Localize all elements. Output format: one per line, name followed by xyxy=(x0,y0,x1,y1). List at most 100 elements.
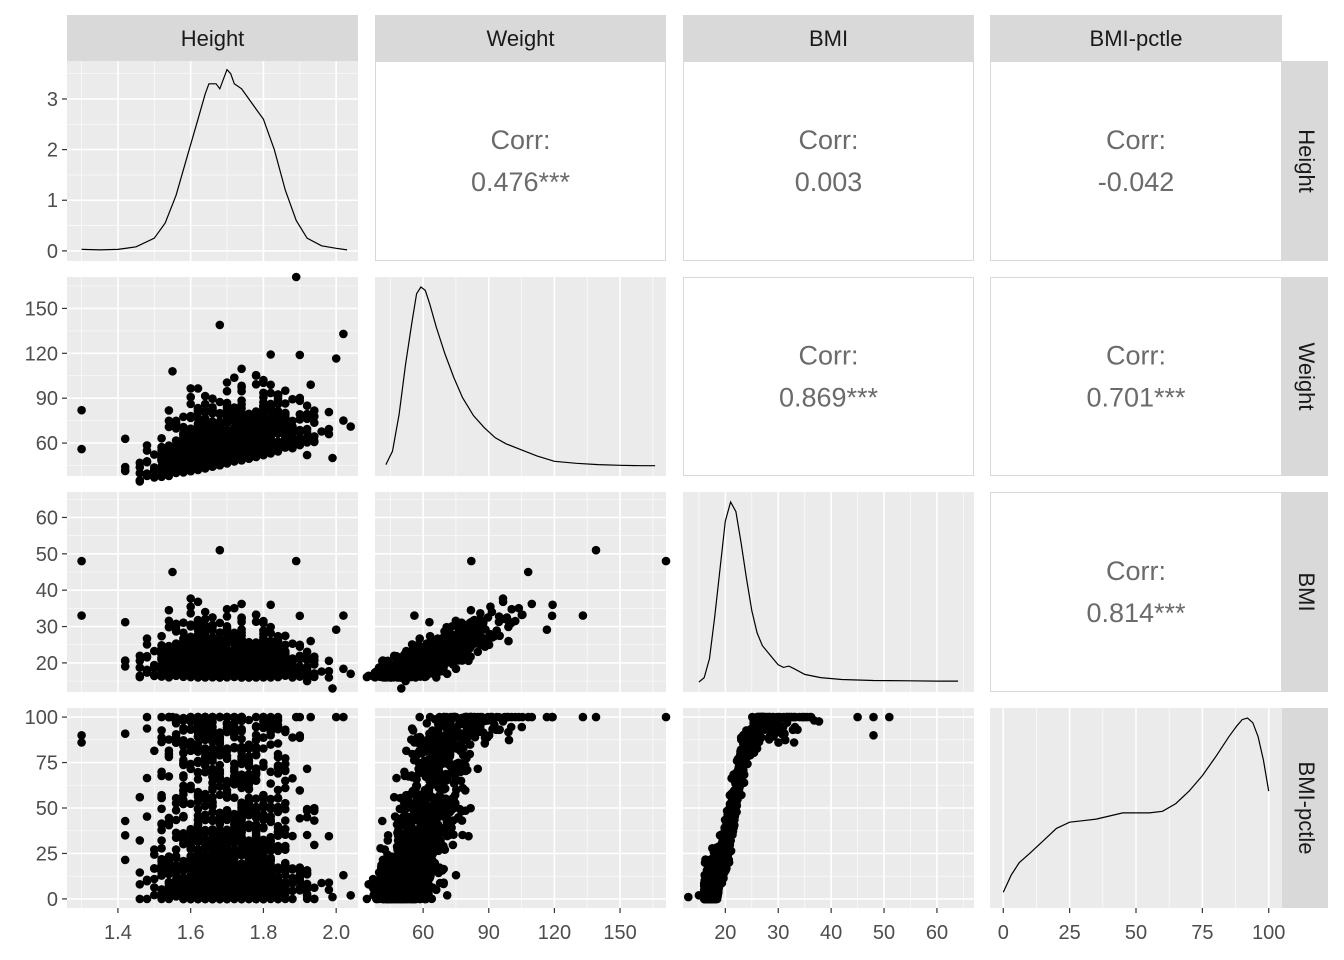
data-point xyxy=(454,625,464,634)
data-point xyxy=(310,412,319,421)
data-point xyxy=(150,450,159,459)
data-point xyxy=(306,636,316,646)
data-point xyxy=(259,647,268,657)
corr-label: Corr: xyxy=(1106,341,1166,371)
data-point xyxy=(542,625,552,634)
data-point xyxy=(208,451,217,461)
data-point xyxy=(266,421,276,430)
corr-label: Corr: xyxy=(799,341,859,371)
data-point xyxy=(273,416,283,426)
data-point xyxy=(237,364,246,374)
data-point xyxy=(251,441,261,450)
data-point xyxy=(186,450,195,459)
data-point xyxy=(157,463,166,472)
panel-height-weight: Corr:0.476*** xyxy=(375,61,666,261)
data-point xyxy=(142,640,152,649)
data-point xyxy=(306,380,316,390)
data-point xyxy=(310,418,319,428)
data-point xyxy=(302,676,312,686)
data-point xyxy=(222,378,232,387)
data-point xyxy=(171,627,181,636)
data-point xyxy=(186,620,195,629)
data-point xyxy=(416,645,425,655)
data-point xyxy=(346,669,356,679)
data-point xyxy=(77,405,86,415)
data-point xyxy=(266,388,276,398)
data-point xyxy=(193,616,203,625)
data-point xyxy=(237,446,246,455)
data-point xyxy=(302,668,312,677)
data-point xyxy=(578,611,588,620)
side-strip-height: Height xyxy=(1282,61,1328,261)
data-point xyxy=(451,616,461,626)
data-point xyxy=(164,406,174,415)
data-point xyxy=(251,410,261,420)
data-point xyxy=(142,446,152,455)
data-point xyxy=(273,446,283,455)
data-point xyxy=(120,662,130,671)
data-point xyxy=(281,409,290,419)
data-point xyxy=(179,463,188,473)
data-point xyxy=(259,744,268,753)
data-point xyxy=(432,673,441,682)
corr-panel-border xyxy=(683,277,974,476)
strip-background xyxy=(990,15,1282,61)
data-point xyxy=(251,370,261,380)
data-point xyxy=(171,424,181,433)
data-point xyxy=(281,662,290,672)
data-point xyxy=(208,394,217,404)
data-point xyxy=(208,613,217,622)
data-point xyxy=(487,607,497,617)
data-point xyxy=(295,786,305,795)
data-point xyxy=(324,429,334,439)
data-point xyxy=(164,471,174,481)
data-point xyxy=(467,556,476,566)
data-point xyxy=(273,438,283,448)
data-point xyxy=(266,665,276,674)
data-point xyxy=(142,651,152,661)
panel-weight-bmi-pctle: Corr:0.701*** xyxy=(990,277,1282,476)
data-point xyxy=(193,625,203,634)
data-point xyxy=(222,612,232,621)
data-point xyxy=(237,647,246,656)
data-point xyxy=(171,454,181,463)
data-point xyxy=(142,470,152,480)
data-point xyxy=(215,417,225,426)
data-point xyxy=(150,465,159,474)
data-point xyxy=(527,599,537,609)
strip-background xyxy=(375,15,666,61)
data-point xyxy=(186,392,195,402)
strip-label-bmi: BMI xyxy=(809,26,848,51)
corr-panel-border xyxy=(990,61,1282,261)
data-point xyxy=(142,724,152,733)
data-point xyxy=(186,424,195,434)
data-point xyxy=(179,637,188,647)
data-point xyxy=(317,667,326,676)
data-point xyxy=(259,437,268,446)
panel-background xyxy=(67,61,358,261)
top-strip-bmi-pctle: BMI-pctle xyxy=(990,15,1282,61)
data-point xyxy=(302,764,312,774)
data-point xyxy=(186,399,195,409)
data-point xyxy=(171,441,181,450)
data-point xyxy=(237,665,246,674)
data-point xyxy=(215,672,225,682)
data-point xyxy=(324,407,334,417)
data-point xyxy=(215,653,225,663)
data-point xyxy=(157,662,166,672)
data-point xyxy=(215,643,225,652)
data-point xyxy=(302,432,312,442)
data-point xyxy=(222,625,232,635)
data-point xyxy=(251,419,261,429)
corr-label: Corr: xyxy=(799,125,859,155)
panel-bmi-bmi-pctle: Corr:0.814*** xyxy=(990,492,1282,692)
data-point xyxy=(164,622,174,632)
strip-background xyxy=(683,15,974,61)
data-point xyxy=(157,470,166,480)
data-point xyxy=(266,600,276,610)
data-point xyxy=(661,556,671,566)
data-point xyxy=(471,625,481,635)
data-point xyxy=(244,454,254,463)
side-strip-bmi-pctle: BMI-pctle xyxy=(1282,708,1328,908)
data-point xyxy=(237,631,246,640)
